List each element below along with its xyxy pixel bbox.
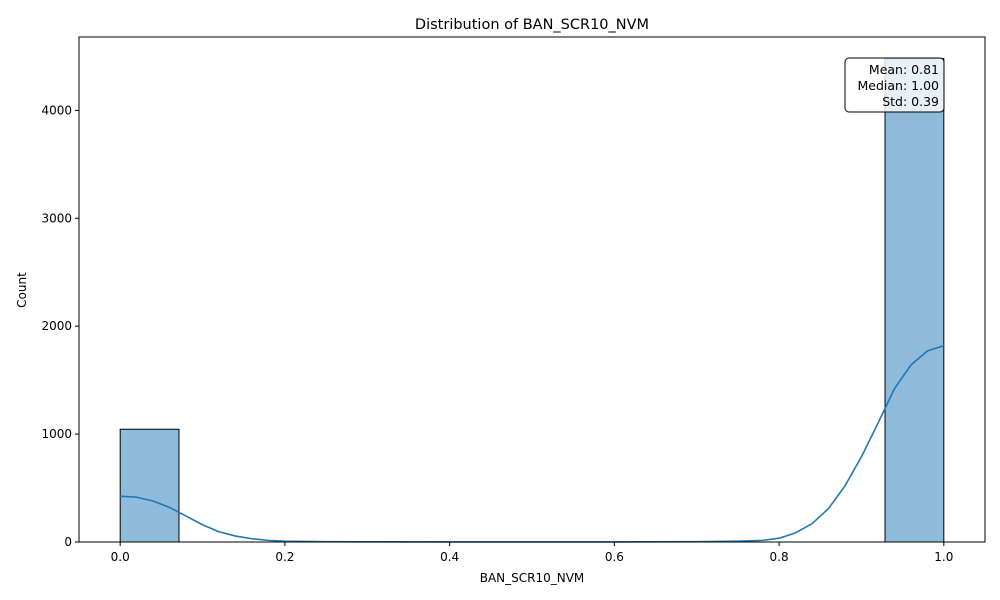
y-tick-label: 0 (64, 535, 72, 549)
stats-box-frame (844, 57, 945, 113)
x-axis-label: BAN_SCR10_NVM (480, 571, 585, 585)
x-tick-label: 0.2 (275, 550, 294, 564)
stats-median: Median: 1.00 (858, 78, 940, 93)
x-tick-label: 0.8 (770, 550, 789, 564)
kde-layer (119, 344, 945, 543)
stats-box: Mean: 0.81 Median: 1.00 Std: 0.39 (844, 57, 945, 113)
y-tick-label: 1000 (41, 427, 72, 441)
stats-std: Std: 0.39 (882, 94, 939, 109)
x-tick-label: 0.4 (440, 550, 459, 564)
kde-line (119, 344, 945, 543)
stats-mean: Mean: 0.81 (869, 62, 939, 77)
plot-frame (78, 36, 986, 543)
x-tick-label: 0.0 (111, 550, 130, 564)
y-axis: 0 1000 2000 3000 4000 (41, 103, 79, 549)
y-tick-label: 3000 (41, 211, 72, 225)
x-tick-label: 1.0 (934, 550, 953, 564)
y-axis-label: Count (15, 272, 29, 308)
y-tick-label: 4000 (41, 103, 72, 117)
x-tick-label: 0.6 (605, 550, 624, 564)
bars-layer (119, 58, 945, 543)
histogram-bar-1 (884, 58, 945, 543)
histogram-bar-0 (119, 428, 180, 543)
y-tick-label: 2000 (41, 319, 72, 333)
x-axis: 0.0 0.2 0.4 0.6 0.8 1.0 (111, 542, 953, 564)
chart-title: Distribution of BAN_SCR10_NVM (415, 17, 649, 33)
